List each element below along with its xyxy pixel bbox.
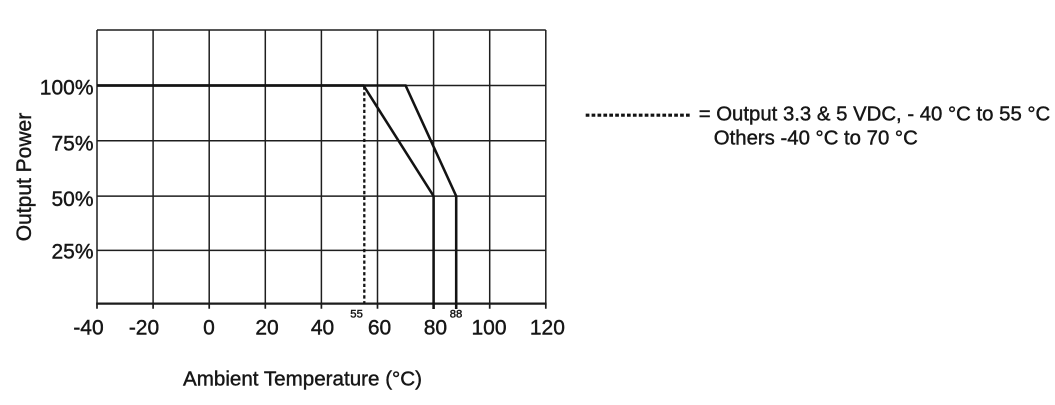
svg-text:100%: 100% [40,77,94,100]
svg-text:Others -40 °C to 70 °C: Others -40 °C to 70 °C [714,128,918,150]
svg-text:55: 55 [350,308,363,320]
svg-text:-20: -20 [129,317,159,340]
svg-text:Ambient Temperature (°C): Ambient Temperature (°C) [183,368,422,391]
svg-text:0: 0 [203,317,215,340]
svg-text:40: 40 [311,317,334,340]
svg-text:20: 20 [255,317,278,340]
svg-text:75%: 75% [51,132,93,155]
svg-text:25%: 25% [51,241,93,264]
svg-text:-40: -40 [73,317,103,340]
svg-text:80: 80 [424,317,447,340]
svg-text:Output Power: Output Power [13,113,36,241]
svg-text:50%: 50% [51,188,93,211]
svg-text:100: 100 [471,317,506,340]
svg-text:= Output 3.3 & 5 VDC, - 40 °C: = Output 3.3 & 5 VDC, - 40 °C to 55 °C [699,104,1051,126]
svg-text:60: 60 [368,317,391,340]
svg-text:120: 120 [530,317,565,340]
svg-text:88: 88 [450,308,463,320]
